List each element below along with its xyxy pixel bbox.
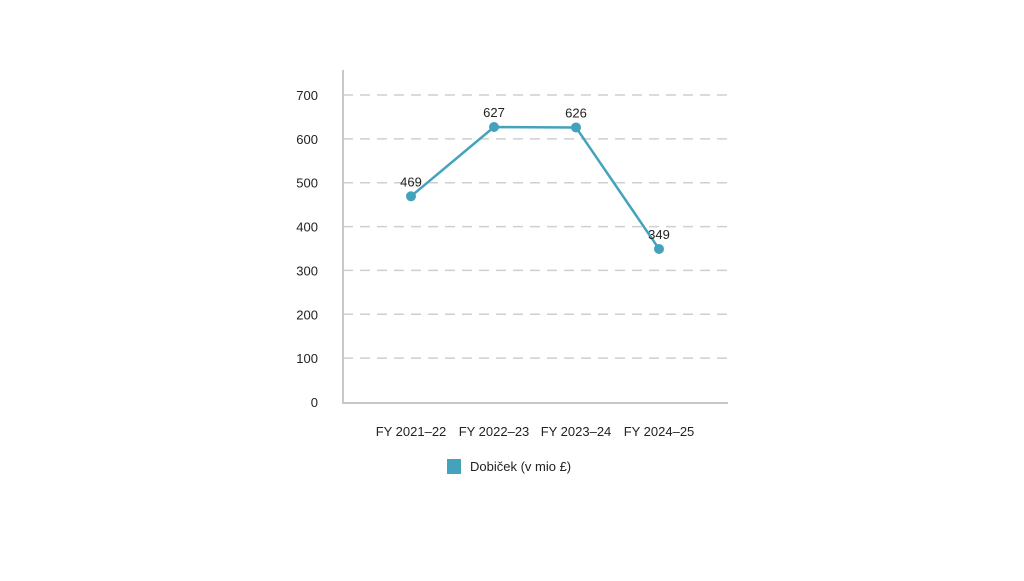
data-point[interactable] — [654, 243, 664, 254]
y-axis-ticks: 0 100 200 300 400 500 600 700 — [296, 88, 318, 410]
x-tick-label: FY 2022–23 — [459, 424, 530, 439]
y-tick-label: 300 — [296, 263, 318, 278]
data-point[interactable] — [571, 122, 581, 133]
y-tick-label: 100 — [296, 351, 318, 366]
data-point[interactable] — [406, 191, 416, 202]
data-label: 627 — [483, 105, 505, 120]
series: 469 627 626 349 — [400, 105, 670, 254]
y-tick-label: 0 — [311, 395, 318, 410]
data-point[interactable] — [489, 122, 499, 133]
y-tick-label: 700 — [296, 88, 318, 103]
legend-swatch — [447, 459, 461, 474]
x-tick-label: FY 2023–24 — [541, 424, 612, 439]
data-label: 349 — [648, 227, 670, 242]
y-tick-label: 600 — [296, 132, 318, 147]
y-tick-label: 200 — [296, 307, 318, 322]
x-tick-label: FY 2021–22 — [376, 424, 447, 439]
series-line — [410, 125, 661, 250]
x-tick-label: FY 2024–25 — [624, 424, 695, 439]
y-tick-label: 500 — [296, 176, 318, 191]
x-axis-ticks: FY 2021–22 FY 2022–23 FY 2023–24 FY 2024–25 — [376, 424, 695, 439]
legend-label: Dobiček (v mio £) — [470, 459, 571, 474]
y-tick-label: 400 — [296, 220, 318, 235]
data-label: 469 — [400, 174, 422, 189]
gridlines — [343, 94, 728, 359]
data-label: 626 — [565, 105, 587, 120]
legend: Dobiček (v mio £) — [447, 459, 571, 474]
